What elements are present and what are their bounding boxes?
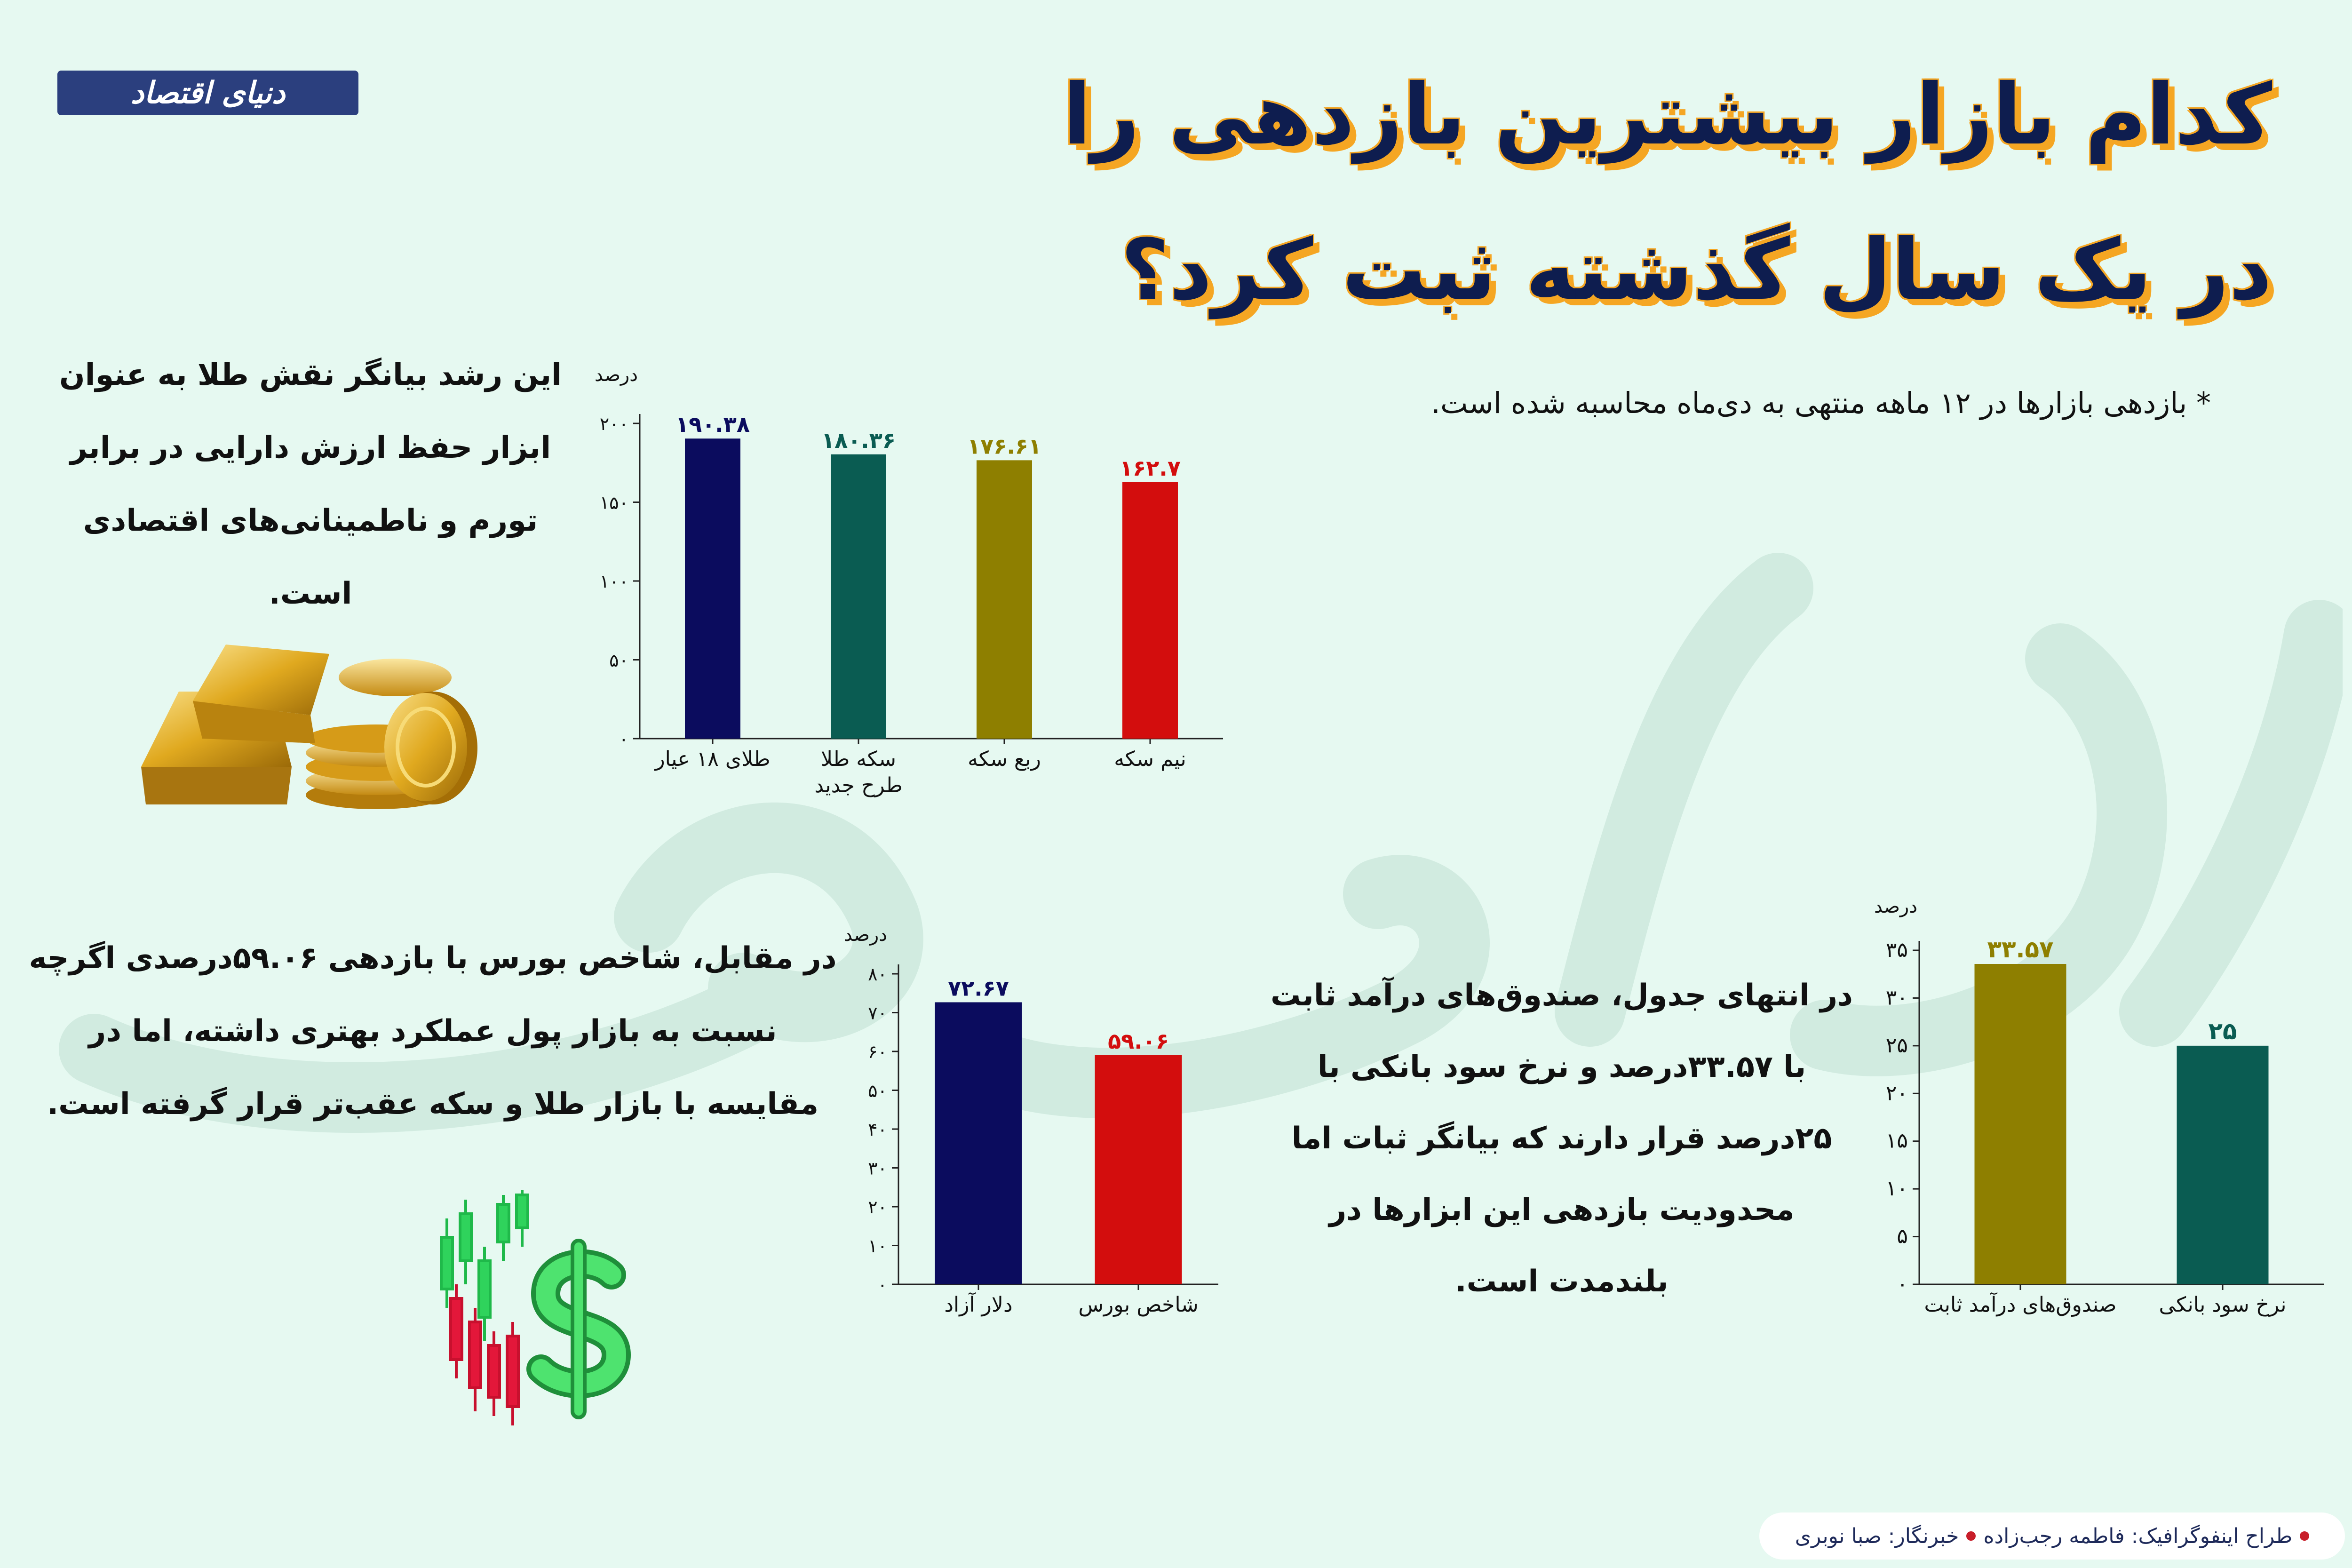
brand-logo: دنیای اقتصاد [57,71,358,115]
x-tick-label: طرح جدید [814,773,902,797]
x-tick-label: ربع سکه [968,747,1041,771]
y-tick-label: ۰ [1897,1272,1908,1296]
y-tick-label: ۶۰ [868,1042,887,1062]
bar [977,460,1032,739]
chart-plot: درصد ۰ ۱۰ ۲۰ ۳۰ ۴۰ ۵۰ ۶۰ ۷۰ ۸۰ ۷۲.۶۷ دلار آزاد ۵۹.۰۶… [844,924,1218,1317]
bar-value-label: ۳۳.۵۷ [1987,936,2053,963]
x-tick-label: شاخص بورس [1078,1293,1198,1317]
gold-bars [141,645,329,804]
credit-designer: طراح اینفوگرافیک: فاطمه رجب‌زاده [1983,1524,2293,1548]
y-tick-label: ۲۵ [1886,1034,1908,1058]
bullet-icon [1966,1531,1976,1541]
fund-bank-returns-chart: درصد ۰ ۵ ۱۰ ۱۵ ۲۰ ۲۵ ۳۰ ۳۵ ۳۳.۵۷ صندوق‌های درآمد ث… [1874,896,2324,1317]
y-tick-label: ۳۰ [868,1158,887,1179]
x-tick-label: دلار آزاد [944,1292,1012,1317]
bar-value-label: ۱۷۶.۶۱ [967,433,1041,459]
dollar-stock-returns-chart: درصد ۰ ۱۰ ۲۰ ۳۰ ۴۰ ۵۰ ۶۰ ۷۰ ۸۰ ۷۲.۶۷ دلار آزاد ۵۹.۰۶… [844,924,1218,1317]
gold-returns-chart: درصد ۰ ۵۰ ۱۰۰ ۱۵۰ ۲۰۰ ۱۹۰.۳۸ طلای ۱۸ عیار ۱۸۰.۳۶… [595,364,1223,797]
bar [935,1002,1022,1284]
stock-paragraph: در مقابل، شاخص بورس با بازدهی ۵۹.۰۶درصدی… [29,941,837,1122]
y-tick-label: ۱۰ [1886,1177,1908,1201]
y-tick-label: ۱۰۰ [600,571,628,592]
y-tick-label: ۲۰ [1886,1081,1908,1105]
bullet-icon [2300,1531,2310,1541]
gold-coin [384,692,477,804]
y-tick-label: ۰ [619,729,628,749]
y-tick-label: ۵۰ [609,650,628,671]
y-axis-label: درصد [1874,896,1917,917]
bar [1095,1055,1182,1284]
y-tick-label: ۷۰ [868,1003,887,1024]
y-tick-label: ۱۰ [868,1236,887,1257]
candlestick-dollar-illustration [440,1190,631,1425]
y-axis-label: درصد [595,364,638,386]
bar-value-label: ۱۹۰.۳۸ [675,412,750,437]
y-tick-label: ۴۰ [868,1119,887,1140]
x-tick-label: نیم سکه [1114,747,1186,771]
bar-value-label: ۱۸۰.۳۶ [821,428,896,453]
headline-line-1: کدام بازار بیشترین بازدهی را [1063,66,2273,163]
y-axis-label: درصد [844,924,887,946]
dollar-sign-icon [526,1239,631,1419]
brand-logo-text: دنیای اقتصاد [130,75,286,111]
chart-plot: درصد ۰ ۵ ۱۰ ۱۵ ۲۰ ۲۵ ۳۰ ۳۵ ۳۳.۵۷ صندوق‌های درآمد ث… [1874,896,2324,1317]
footnote: * بازدهی بازارها در ۱۲ ماهه منتهی به دی‌… [1431,386,2211,420]
y-tick-label: ۱۵۰ [600,493,628,513]
y-tick-label: ۳۵ [1886,938,1908,962]
y-tick-label: ۳۰ [1886,986,1908,1010]
candlesticks [440,1190,529,1425]
headline-line-2: در یک سال گذشته ثبت کرد؟ [1120,221,2273,318]
y-tick-label: ۵۰ [868,1081,887,1101]
bar-value-label: ۷۲.۶۷ [948,975,1009,1001]
gold-paragraph: این رشد بیانگر نقش طلا به عنوان ابزار حف… [59,358,562,611]
bar [1974,964,2066,1284]
y-tick-label: ۸۰ [868,964,887,985]
bar-value-label: ۵۹.۰۶ [1108,1028,1169,1054]
bar [1122,482,1178,739]
chart-plot: درصد ۰ ۵۰ ۱۰۰ ۱۵۰ ۲۰۰ ۱۹۰.۳۸ طلای ۱۸ عیار ۱۸۰.۳۶… [595,364,1223,797]
y-tick-label: ۰ [878,1274,887,1295]
x-tick-label: صندوق‌های درآمد ثابت [1924,1292,2117,1317]
fund-paragraph: در انتهای جدول، صندوق‌های درآمد ثابت با … [1271,978,1853,1299]
gold-bars-coins-illustration [141,645,477,809]
y-tick-label: ۲۰۰ [600,414,628,434]
x-tick-label: نرخ سود بانکی [2159,1293,2287,1317]
credit-reporter: خبرنگار: صبا نوبری [1795,1524,1959,1548]
x-tick-label: طلای ۱۸ عیار [654,747,770,771]
y-tick-label: ۲۰ [868,1197,887,1218]
bar-value-label: ۲۵ [2208,1018,2237,1045]
y-tick-label: ۱۵ [1886,1129,1908,1153]
bar [2177,1045,2269,1284]
x-tick-label: سکه طلا [821,747,896,771]
bar [685,438,740,739]
bar-value-label: ۱۶۲.۷ [1120,455,1181,481]
y-tick-label: ۵ [1897,1225,1908,1249]
credits-bar: طراح اینفوگرافیک: فاطمه رجب‌زاده خبرنگار… [1759,1512,2345,1560]
bar [831,454,886,739]
